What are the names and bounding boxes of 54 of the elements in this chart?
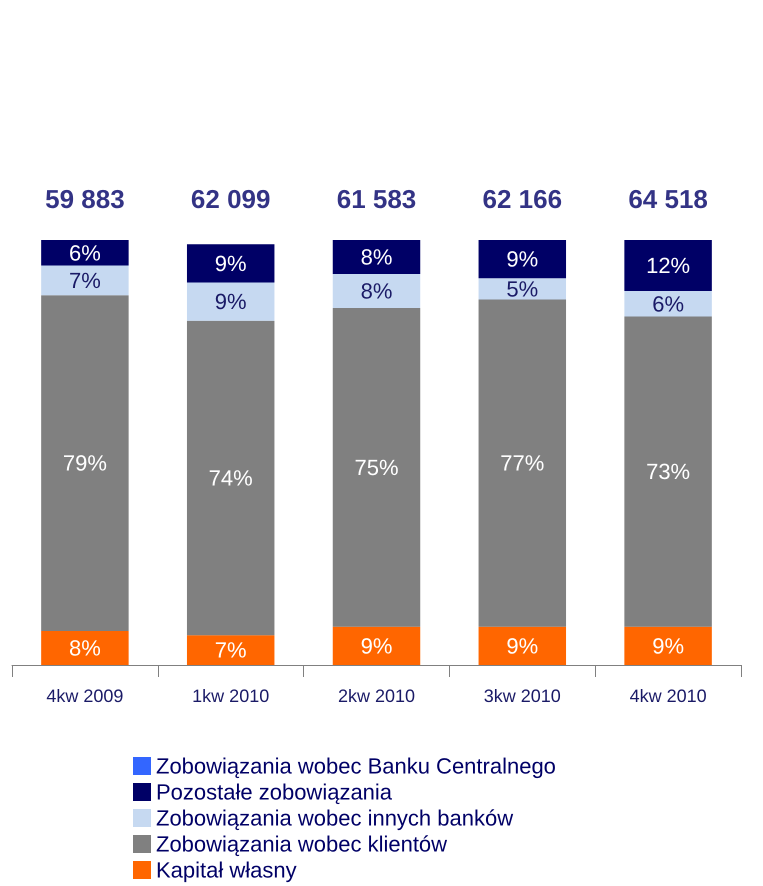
bar (332, 274, 420, 308)
data-label: 9% (506, 633, 538, 658)
data-label: 9% (652, 633, 684, 658)
x-tick-label: 1kw 2010 (192, 686, 270, 706)
legend-label: Zobowiązania wobec innych banków (156, 806, 514, 830)
data-label: 7% (69, 268, 101, 293)
bar (624, 316, 712, 627)
bar (478, 240, 566, 278)
data-label: 8% (360, 244, 392, 270)
bar (624, 291, 712, 316)
bar (332, 240, 420, 274)
bar (332, 308, 420, 627)
bar (41, 295, 129, 631)
data-label: 9% (214, 289, 247, 314)
data-label: 75% (354, 454, 399, 480)
data-label: 73% (646, 459, 690, 484)
bar (332, 626, 420, 665)
data-label: 6% (652, 291, 684, 316)
bar (186, 244, 274, 282)
data-label: 8% (360, 278, 392, 304)
bar (186, 320, 274, 636)
annotation: 62 166 (482, 184, 562, 214)
legend-label: Zobowiązania wobec Banku Centralnego (156, 754, 556, 778)
data-label: 79% (62, 450, 107, 476)
data-label: 8% (69, 636, 101, 660)
data-label: 74% (208, 466, 253, 490)
bar (41, 266, 129, 296)
x-tick-label: 2kw 2010 (338, 686, 416, 706)
bar (624, 240, 712, 291)
bar (186, 282, 274, 321)
x-tick-label: 4kw 2010 (630, 686, 707, 706)
annotation: 61 583 (336, 184, 416, 214)
legend-label: Pozostałe zobowiązania (156, 780, 393, 804)
data-label: 9% (506, 246, 538, 272)
annotation: 62 099 (190, 184, 270, 214)
bar (41, 240, 129, 266)
data-label: 7% (214, 638, 247, 663)
data-label: 9% (360, 633, 392, 658)
annotation: 64 518 (628, 184, 708, 214)
bar (624, 626, 712, 665)
bar (186, 635, 274, 665)
bar (478, 626, 566, 665)
data-label: 9% (214, 250, 247, 276)
bar (478, 300, 566, 627)
data-label: 77% (500, 450, 544, 476)
legend-label: Zobowiązania wobec klientów (156, 832, 448, 856)
data-label: 6% (69, 240, 101, 266)
legend-label: Kapitał własny (156, 858, 297, 882)
x-tick-label: 3kw 2010 (484, 686, 561, 706)
data-label: 5% (506, 276, 538, 302)
x-tick-label: 4kw 2009 (46, 686, 124, 706)
bar (41, 631, 129, 665)
data-label: 12% (646, 253, 690, 278)
annotation: 59 883 (45, 184, 125, 214)
